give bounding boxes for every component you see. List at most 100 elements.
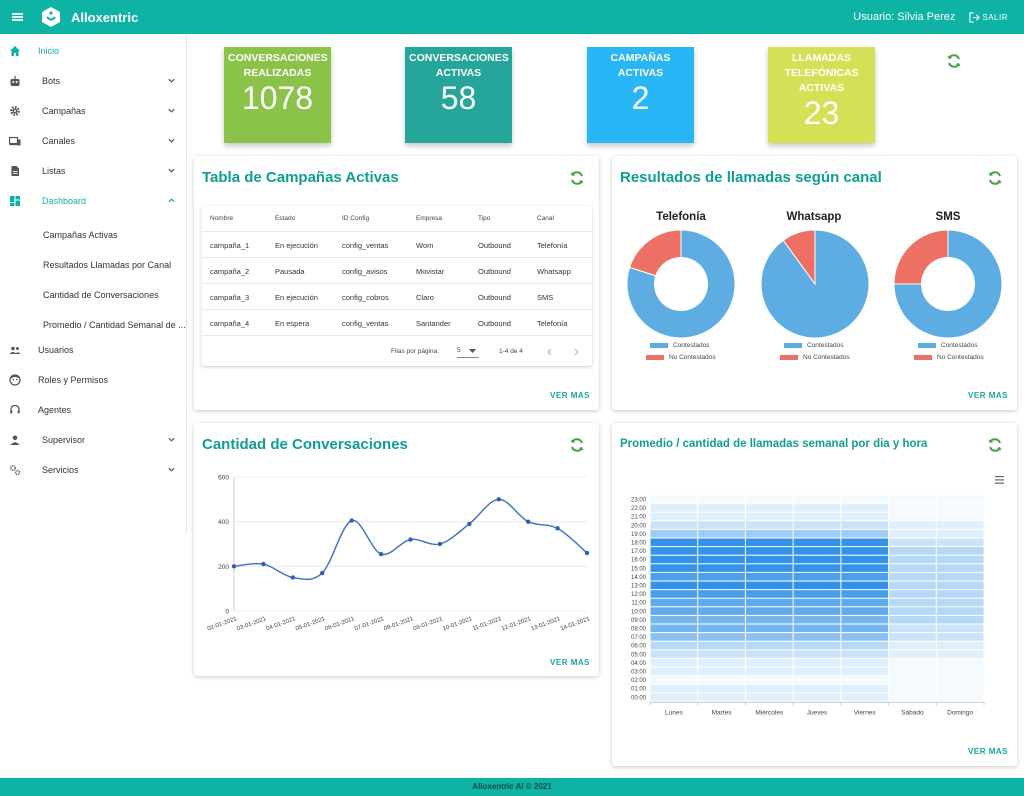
- y-tick-label: 02:00: [631, 678, 647, 684]
- table-cell: Whatsapp: [537, 267, 571, 276]
- heatmap-cell: [698, 555, 745, 564]
- y-tick-label: 21:00: [631, 515, 647, 521]
- data-point: [320, 570, 325, 576]
- sidebar-item-roles[interactable]: Roles y Permisos: [0, 369, 187, 391]
- heatmap-cell: [841, 633, 889, 641]
- chevron-down-icon[interactable]: [167, 435, 176, 444]
- chevron-down-icon[interactable]: [167, 166, 176, 175]
- chevron-right-icon[interactable]: [573, 348, 580, 356]
- table-cell: Pausada: [275, 267, 305, 276]
- sidebar-item-usuarios[interactable]: Usuarios: [0, 339, 187, 361]
- rows-per-page-select[interactable]: 5: [457, 345, 479, 358]
- heatmap-cell: [793, 495, 841, 504]
- sidebar-item-canales[interactable]: Canales: [0, 130, 187, 152]
- heatmap-cell: [745, 581, 793, 590]
- ver-mas-button[interactable]: VER MAS: [968, 391, 1008, 400]
- stat-card-conversaciones-activas: CONVERSACIONES ACTIVAS 58: [405, 47, 512, 143]
- y-tick-label: 18:00: [631, 541, 647, 547]
- legend-label: Contestados: [941, 342, 978, 349]
- refresh-icon[interactable]: [987, 437, 1003, 453]
- heatmap-cell: [936, 590, 984, 598]
- face-icon: [9, 374, 21, 386]
- table-row[interactable]: campaña_2 Pausada config_avisos Movistar…: [202, 258, 592, 284]
- chevron-down-icon[interactable]: [167, 106, 176, 115]
- ver-mas-button[interactable]: VER MAS: [550, 658, 590, 667]
- heatmap-cell: [889, 684, 936, 693]
- sidebar-item-label: Bots: [42, 76, 61, 86]
- x-tick-label: Miércoles: [755, 709, 784, 716]
- ver-mas-button[interactable]: VER MAS: [968, 747, 1008, 756]
- y-tick-label: 06:00: [631, 644, 647, 650]
- column-header[interactable]: Estado: [275, 215, 296, 222]
- results-panel: Resultados de llamadas según canal Telef…: [612, 156, 1017, 410]
- sidebar-subitem-promedio-semanal[interactable]: Promedio / Cantidad Semanal de ...: [43, 320, 186, 330]
- heatmap-cell: [793, 693, 841, 701]
- chevron-down-icon[interactable]: [167, 465, 176, 474]
- sidebar-item-bots[interactable]: Bots: [0, 70, 187, 92]
- ver-mas-button[interactable]: VER MAS: [550, 391, 590, 400]
- sidebar-item-supervisor[interactable]: Supervisor: [0, 429, 187, 451]
- heatmap-cell: [698, 504, 745, 512]
- heatmap-cell: [650, 529, 698, 538]
- heatmap-cell: [650, 538, 698, 547]
- refresh-icon[interactable]: [569, 170, 585, 186]
- chevron-left-icon[interactable]: [546, 348, 553, 356]
- refresh-icon[interactable]: [569, 437, 585, 453]
- sidebar-item-label: Campañas: [42, 106, 86, 116]
- column-header[interactable]: Tipo: [478, 215, 491, 222]
- chart-menu-icon[interactable]: [995, 476, 1004, 484]
- column-header[interactable]: Nombre: [210, 215, 234, 222]
- sidebar-item-servicios[interactable]: Servicios: [0, 459, 187, 481]
- heatmap-cell: [698, 529, 745, 538]
- heatmap-cell: [889, 641, 936, 650]
- heatmap-cell: [698, 564, 745, 572]
- heatmap-cell: [889, 693, 936, 701]
- x-tick-label: 07-01-2021: [354, 616, 386, 632]
- table-cell: config_avisos: [342, 267, 388, 276]
- table-row[interactable]: campaña_1 En ejecución config_ventas Wom…: [202, 232, 592, 258]
- sidebar-subitem-campanas-activas[interactable]: Campañas Activas: [43, 230, 118, 240]
- table-row[interactable]: campaña_4 En espera config_ventas Santan…: [202, 310, 592, 336]
- table-cell: config_cobros: [342, 293, 389, 302]
- sidebar-subitem-resultados-llamadas[interactable]: Resultados Llamadas por Canal: [43, 260, 172, 270]
- legend-item-contestados: Contestados: [650, 342, 710, 349]
- heatmap-cell: [650, 615, 698, 624]
- x-tick-label: 08-01-2021: [383, 616, 415, 632]
- dropdown-arrow-icon: [469, 349, 476, 353]
- table-row[interactable]: campaña_3 En ejecución config_cobros Cla…: [202, 284, 592, 310]
- devices-icon: [9, 136, 21, 146]
- refresh-icon[interactable]: [987, 170, 1003, 186]
- stat-title: CAMPAÑAS ACTIVAS: [610, 52, 671, 79]
- users-icon: [9, 346, 21, 354]
- column-header[interactable]: Empresa: [416, 215, 443, 222]
- data-point: [555, 526, 560, 531]
- sidebar-item-agentes[interactable]: Agentes: [0, 399, 187, 421]
- sidebar-subitem-cantidad-conversaciones[interactable]: Cantidad de Conversaciones: [43, 290, 159, 300]
- heatmap-cell: [936, 598, 984, 607]
- heatmap-cell: [841, 658, 889, 667]
- sidebar-item-label: Canales: [42, 136, 76, 146]
- sidebar-item-campanas[interactable]: Campañas: [0, 100, 187, 122]
- heatmap-cell: [841, 572, 889, 581]
- chevron-up-icon[interactable]: [167, 196, 176, 205]
- sidebar-item-inicio[interactable]: Inicio: [0, 40, 187, 62]
- heatmap-cell: [841, 684, 889, 693]
- x-tick-label: 05-01-2021: [295, 616, 327, 632]
- heatmap-cell: [698, 598, 745, 607]
- sidebar-item-dashboard[interactable]: Dashboard: [0, 190, 187, 212]
- y-tick-label: 03:00: [631, 670, 647, 676]
- heatmap-cell: [889, 650, 936, 658]
- column-header[interactable]: Canal: [537, 215, 554, 222]
- heatmap-cell: [841, 624, 889, 633]
- column-header[interactable]: ID Config: [342, 215, 370, 222]
- y-tick-label: 13:00: [631, 584, 647, 590]
- menu-icon[interactable]: [2, 0, 32, 34]
- chevron-down-icon[interactable]: [167, 136, 176, 145]
- heatmap-cell: [889, 624, 936, 633]
- chevron-down-icon[interactable]: [167, 76, 176, 85]
- heatmap-cell: [936, 650, 984, 658]
- refresh-icon[interactable]: [946, 53, 962, 69]
- logout-button[interactable]: SALIR: [969, 11, 1008, 23]
- sidebar-item-listas[interactable]: Listas: [0, 160, 187, 182]
- table-header-row: Nombre Estado ID Config Empresa Tipo Can…: [202, 206, 592, 232]
